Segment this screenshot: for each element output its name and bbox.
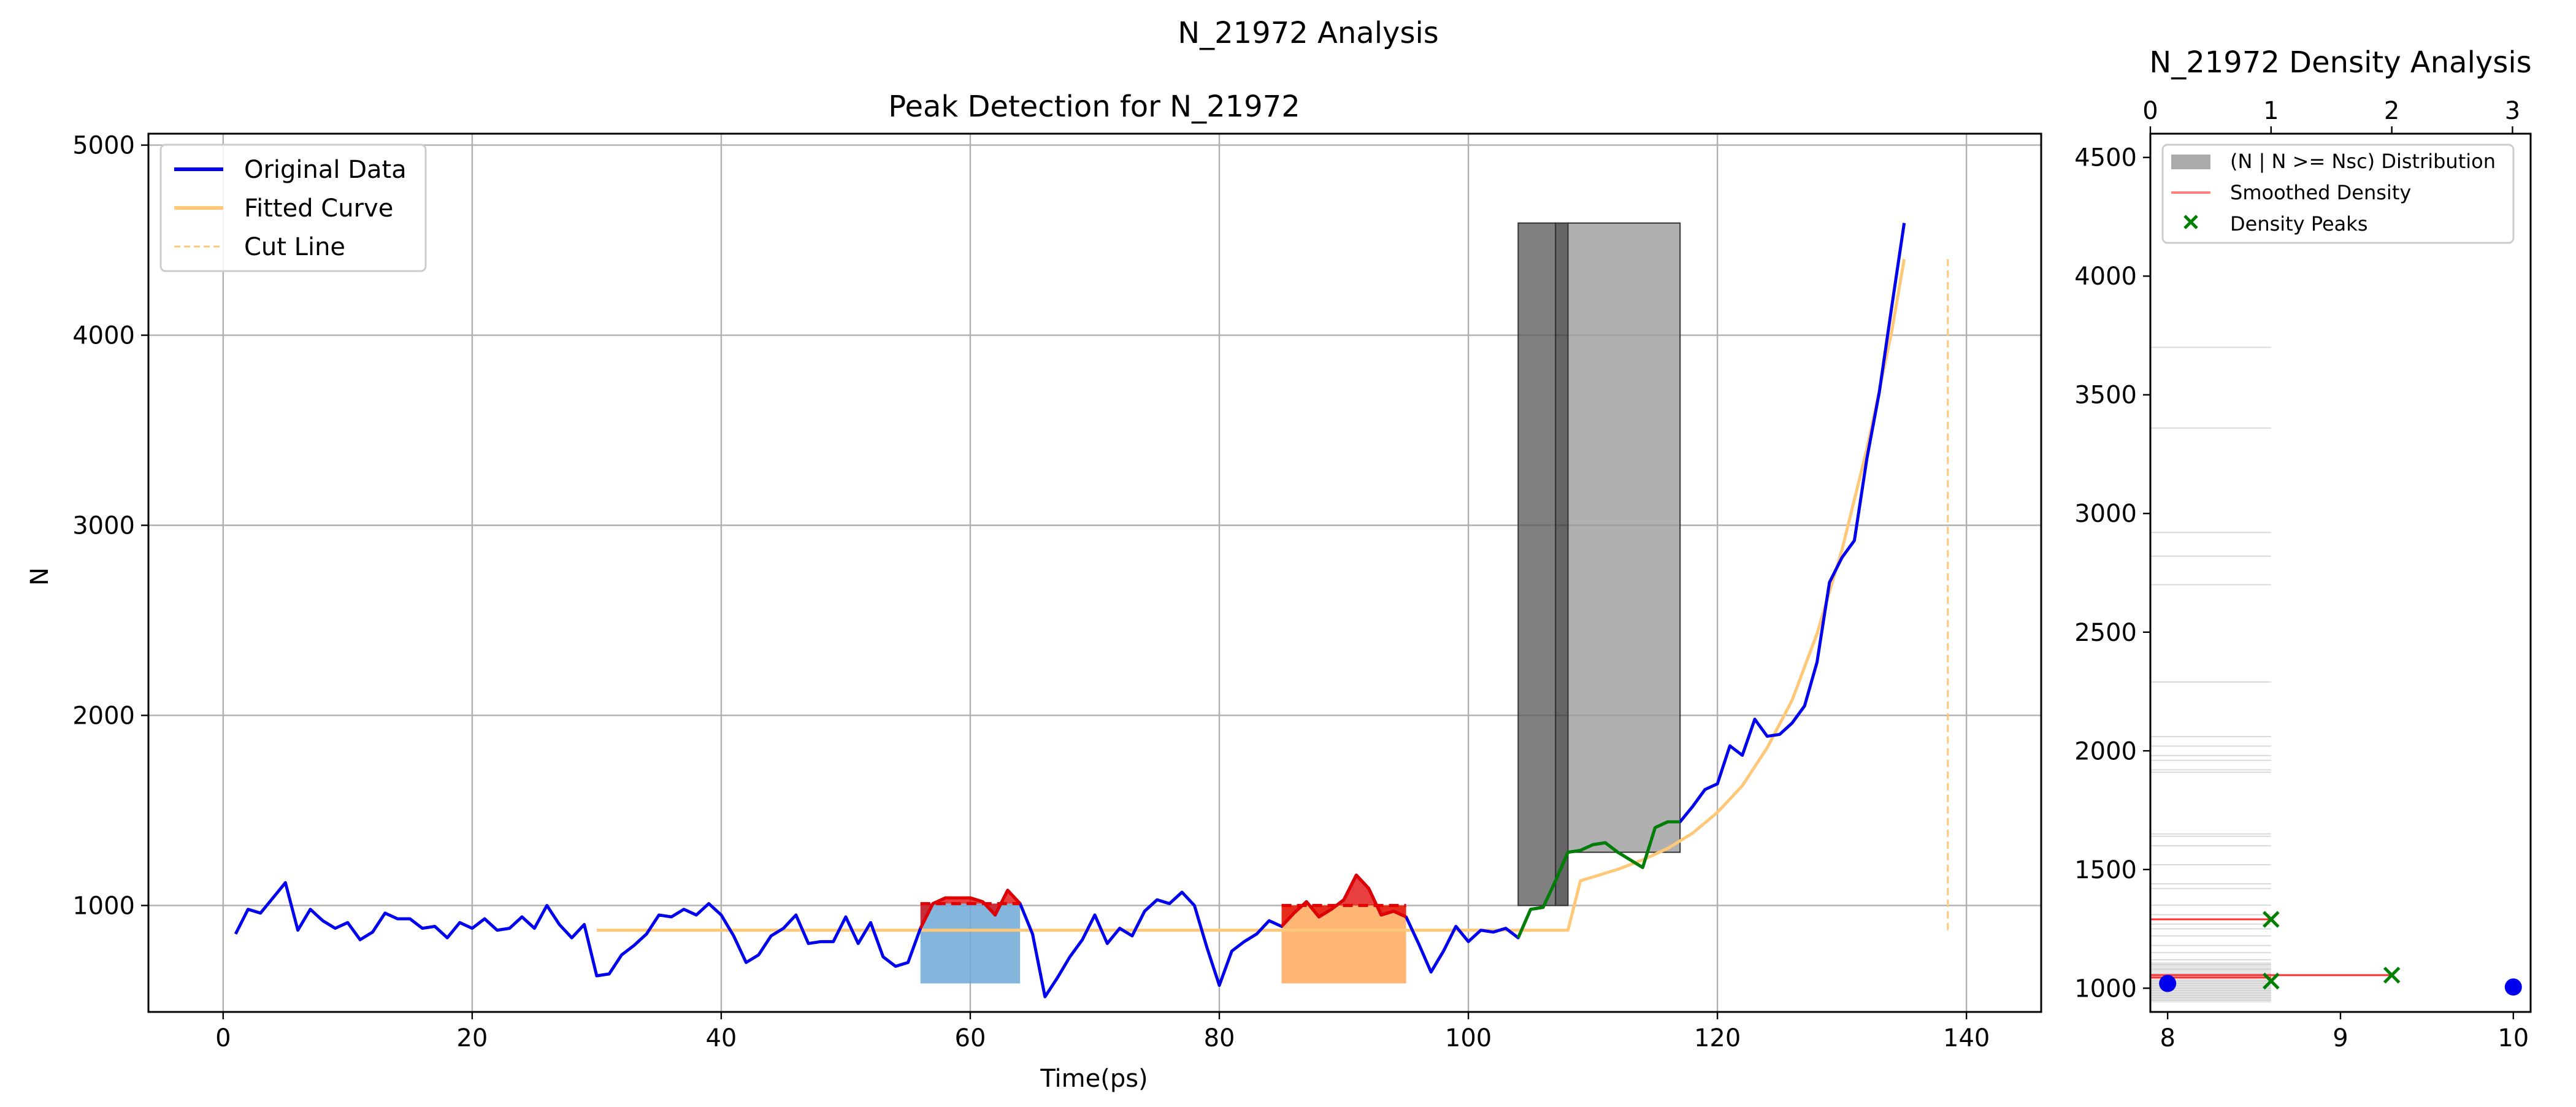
density-content <box>2150 347 2522 1003</box>
main-y-tick-label: 3000 <box>72 512 135 540</box>
fitted-curve-line <box>596 259 1906 932</box>
density-top-x-tick-label: 2 <box>2384 97 2399 125</box>
density-peak-marker <box>2263 972 2280 990</box>
main-x-tick-label: 40 <box>705 1024 737 1052</box>
main-x-tick-label: 80 <box>1204 1024 1235 1052</box>
density-y-tick-label: 3000 <box>2074 500 2137 528</box>
rise-segment-line <box>1516 820 1681 939</box>
main-y-tick-label: 5000 <box>72 132 135 160</box>
density-y-tick-label: 4500 <box>2074 144 2137 172</box>
legend-fitted-label: Fitted Curve <box>244 194 393 223</box>
density-point <box>2504 978 2522 996</box>
density-y-tick-label: 2000 <box>2074 737 2137 765</box>
main-legend: Original Data Fitted Curve Cut Line <box>159 144 427 272</box>
highlight-bar <box>1555 222 1569 906</box>
main-y-axis-label: N <box>26 567 54 586</box>
main-chart: 0 20 40 60 80 100 120 140 1000 2000 3000 4000 5000 P… <box>26 90 2042 1093</box>
peak-region-shade <box>920 903 1021 984</box>
density-title: N_21972 Density Analysis <box>2149 45 2531 80</box>
density-point <box>2159 975 2177 992</box>
density-y-tick-label: 4000 <box>2074 262 2137 291</box>
density-y-tick-label: 1500 <box>2074 856 2137 884</box>
main-legend-box <box>159 144 427 272</box>
density-y-tick-label: 3500 <box>2074 381 2137 410</box>
density-bottom-x-tick-label: 9 <box>2333 1024 2348 1052</box>
density-top-x-tick-label: 1 <box>2263 97 2279 125</box>
highlight-bar <box>1517 222 1557 906</box>
main-grid <box>148 134 2041 1012</box>
density-peak-marker <box>2383 967 2401 984</box>
legend-original-label: Original Data <box>244 156 407 184</box>
peak-outline <box>919 889 1022 929</box>
density-y-tick-label: 1000 <box>2074 975 2137 1003</box>
main-fills <box>920 875 1406 984</box>
legend-peaks-label: Density Peaks <box>2230 212 2367 236</box>
main-x-tick-label: 0 <box>215 1024 231 1052</box>
main-x-tick-label: 60 <box>955 1024 986 1052</box>
main-x-tick-label: 20 <box>456 1024 488 1052</box>
density-bottom-x-tick-label: 8 <box>2160 1024 2175 1052</box>
main-y-tick-label: 1000 <box>72 892 135 920</box>
legend-cut-label: Cut Line <box>244 233 345 261</box>
legend-peaks-swatch <box>2183 215 2198 229</box>
density-legend: (N | N >= Nsc) Distribution Smoothed Den… <box>2161 144 2515 244</box>
main-plot-frame <box>147 132 2042 1013</box>
density-top-x-tick-label: 3 <box>2505 97 2520 125</box>
main-bars <box>1517 222 1681 906</box>
main-y-tick-label: 2000 <box>72 702 135 730</box>
main-x-tick-label: 120 <box>1694 1024 1741 1052</box>
peak-region-shade <box>1281 905 1406 984</box>
main-x-tick-label: 100 <box>1445 1024 1492 1052</box>
legend-distribution-label: (N | N >= Nsc) Distribution <box>2230 150 2496 173</box>
main-x-tick-label: 140 <box>1943 1024 1990 1052</box>
density-bottom-x-tick-label: 10 <box>2497 1024 2529 1052</box>
density-peak-marker <box>2263 911 2280 928</box>
main-lines <box>234 223 1949 998</box>
figure-suptitle: N_21972 Analysis <box>1178 16 1439 50</box>
density-y-tick-label: 2500 <box>2074 619 2137 647</box>
main-title: Peak Detection for N_21972 <box>888 90 1300 124</box>
density-peak-stroke <box>2263 911 2280 928</box>
main-y-tick-label: 4000 <box>72 322 135 350</box>
legend-smoothed-label: Smoothed Density <box>2230 181 2411 204</box>
density-peak-stroke <box>2383 967 2401 984</box>
main-x-axis-label: Time(ps) <box>1040 1065 1148 1093</box>
main-ticks: 0 20 40 60 80 100 120 140 1000 2000 3000 4000 5000 <box>72 132 1990 1052</box>
density-legend-box <box>2161 144 2515 244</box>
legend-distribution-swatch <box>2171 155 2210 169</box>
density-top-x-tick-label: 0 <box>2142 97 2158 125</box>
peak-region-fill <box>920 890 1021 929</box>
highlight-bar <box>1567 222 1681 853</box>
density-peak-stroke <box>2263 972 2280 990</box>
